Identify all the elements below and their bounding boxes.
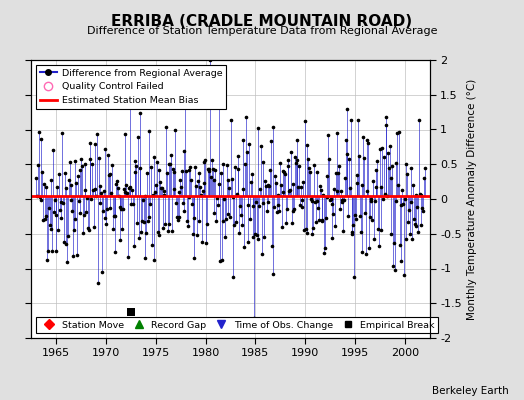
Text: ERRIBA (CRADLE MOUNTAIN ROAD): ERRIBA (CRADLE MOUNTAIN ROAD) bbox=[112, 14, 412, 29]
Text: Berkeley Earth: Berkeley Earth bbox=[432, 386, 508, 396]
Text: Difference of Station Temperature Data from Regional Average: Difference of Station Temperature Data f… bbox=[87, 26, 437, 36]
Y-axis label: Monthly Temperature Anomaly Difference (°C): Monthly Temperature Anomaly Difference (… bbox=[467, 78, 477, 320]
Legend: Station Move, Record Gap, Time of Obs. Change, Empirical Break: Station Move, Record Gap, Time of Obs. C… bbox=[36, 317, 439, 333]
